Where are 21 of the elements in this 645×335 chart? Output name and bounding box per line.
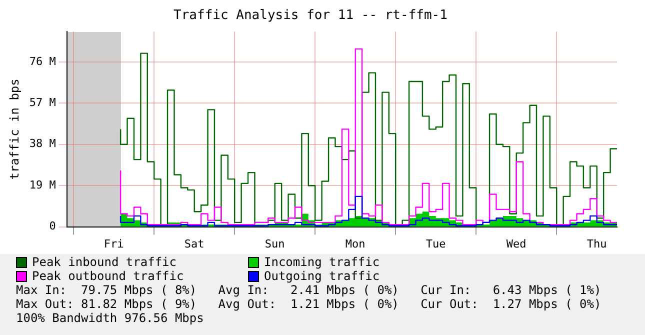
- chart-title: Traffic Analysis for 11 -- rt-ffm-1: [174, 8, 448, 24]
- x-tick-label: Thu: [586, 237, 607, 250]
- x-tick-label: Sun: [264, 237, 285, 250]
- y-tick-label: 38 M: [29, 137, 56, 150]
- legend-label: Peak inbound traffic: [32, 255, 176, 269]
- x-tick-label: Sat: [184, 237, 204, 250]
- x-tick-label: Fri: [104, 237, 124, 250]
- y-tick-label: 76 M: [29, 54, 56, 68]
- legend-label: Outgoing traffic: [264, 269, 380, 283]
- text: Max Out: 81.82 Mbps ( 9%) Avg Out: 1.21 Mbps ( 0%) Cur Out: 1.27 Mbps ( 0%): [16, 297, 602, 311]
- y-tick-label: 57 M: [29, 96, 56, 110]
- y-tick-label: 19 M: [29, 178, 56, 192]
- x-tick-label: Wed: [506, 237, 526, 250]
- text: 100% Bandwidth 976.56 Mbps: [16, 311, 205, 325]
- legend-label: Incoming traffic: [264, 255, 380, 269]
- legend-label: Peak outbound traffic: [32, 269, 184, 283]
- text: Max In: 79.75 Mbps ( 8%) Avg In: 2.41 Mbps ( 0%) Cur In: 6.43 Mbps ( 1%): [16, 283, 602, 297]
- y-tick-label: 0: [49, 220, 56, 233]
- x-tick-label: Mon: [345, 237, 366, 250]
- x-tick-label: Tue: [426, 237, 446, 250]
- y-axis-title: traffic in bps: [7, 78, 22, 180]
